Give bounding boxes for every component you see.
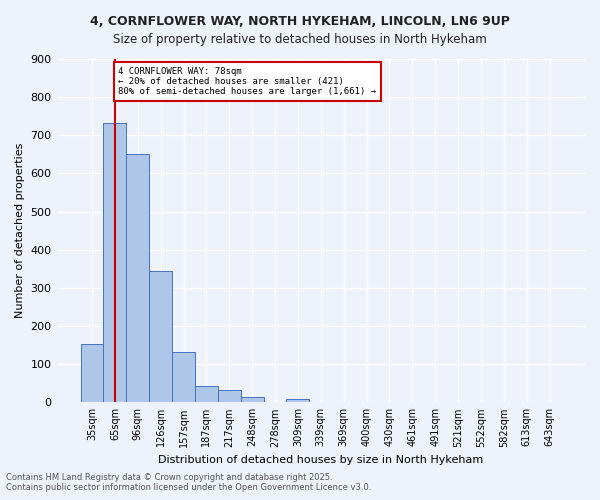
Bar [80, 344, 103, 403]
Bar [218, 390, 241, 402]
Bar [286, 400, 310, 402]
Y-axis label: Number of detached properties: Number of detached properties [15, 143, 25, 318]
Bar [195, 386, 218, 402]
Bar [103, 122, 127, 402]
X-axis label: Distribution of detached houses by size in North Hykeham: Distribution of detached houses by size … [158, 455, 484, 465]
Text: 4, CORNFLOWER WAY, NORTH HYKEHAM, LINCOLN, LN6 9UP: 4, CORNFLOWER WAY, NORTH HYKEHAM, LINCOL… [90, 15, 510, 28]
Text: Size of property relative to detached houses in North Hykeham: Size of property relative to detached ho… [113, 32, 487, 46]
Bar [172, 352, 195, 403]
Bar [149, 270, 172, 402]
Text: 4 CORNFLOWER WAY: 78sqm
← 20% of detached houses are smaller (421)
80% of semi-d: 4 CORNFLOWER WAY: 78sqm ← 20% of detache… [118, 66, 376, 96]
Bar [241, 397, 263, 402]
Text: Contains HM Land Registry data © Crown copyright and database right 2025.
Contai: Contains HM Land Registry data © Crown c… [6, 473, 371, 492]
Bar [127, 154, 149, 402]
